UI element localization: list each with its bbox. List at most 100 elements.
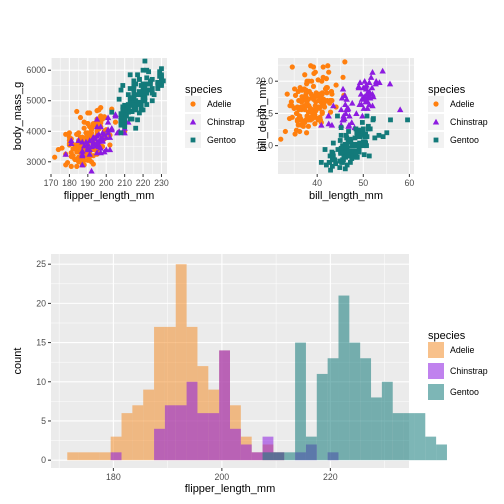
point-gentoo <box>138 102 144 108</box>
x-tick-label: 200 <box>99 178 114 188</box>
point-adelie <box>297 85 303 91</box>
point-gentoo <box>361 152 367 158</box>
point-adelie <box>68 163 74 169</box>
point-gentoo <box>144 75 150 81</box>
bar-gentoo <box>316 373 328 461</box>
point-adelie <box>310 64 317 70</box>
point-gentoo <box>144 67 150 73</box>
y-tick-label: 20.0 <box>256 76 273 86</box>
point-chinstrap <box>86 150 93 157</box>
point-gentoo <box>343 154 349 160</box>
point-chinstrap <box>367 74 375 80</box>
legend-key-gentoo <box>428 384 444 400</box>
point-gentoo <box>129 116 135 122</box>
point-chinstrap <box>368 84 376 91</box>
y-tick-label: 5 <box>41 416 46 426</box>
point-adelie <box>68 153 74 160</box>
point-chinstrap <box>340 116 347 123</box>
bar-chinstrap <box>110 452 122 461</box>
point-gentoo <box>356 143 362 149</box>
tick-labels: 40 50 60 15.0 17.5 20.0 <box>256 76 415 188</box>
point-adelie <box>294 110 300 117</box>
point-chinstrap <box>93 138 101 145</box>
point-adelie <box>295 88 301 95</box>
bar-gentoo <box>327 358 339 461</box>
point-gentoo <box>118 87 124 93</box>
point-gentoo <box>352 141 357 147</box>
point-gentoo <box>338 132 344 138</box>
bar-chinstrap <box>197 413 209 461</box>
point-adelie <box>327 109 334 115</box>
point-chinstrap <box>80 142 88 149</box>
point-chinstrap <box>345 123 352 129</box>
point-gentoo <box>159 72 164 78</box>
point-chinstrap <box>68 137 75 143</box>
y-tick-label: 3000 <box>26 157 46 167</box>
point-gentoo <box>127 109 133 114</box>
point-gentoo <box>133 106 139 112</box>
y-axis-label: bill_depth_mm <box>257 80 269 152</box>
point-chinstrap <box>346 112 353 119</box>
point-chinstrap <box>342 101 349 107</box>
point-gentoo <box>335 147 341 152</box>
bar-adelie <box>88 452 100 461</box>
bar-chinstrap <box>175 405 187 461</box>
bar-gentoo <box>349 342 361 461</box>
point-gentoo <box>138 83 144 88</box>
point-gentoo <box>125 102 131 107</box>
point-adelie <box>278 136 284 142</box>
point-gentoo <box>344 145 350 151</box>
point-gentoo <box>155 80 161 85</box>
x-tick-label: 40 <box>312 178 322 188</box>
point-gentoo <box>131 89 137 94</box>
point-gentoo <box>142 89 148 94</box>
point-chinstrap <box>79 161 86 168</box>
point-chinstrap <box>360 105 367 111</box>
point-adelie <box>298 99 305 105</box>
point-gentoo <box>133 98 139 104</box>
point-adelie <box>303 97 309 104</box>
legend-title: species <box>428 84 466 96</box>
point-gentoo <box>109 109 115 115</box>
point-adelie <box>74 163 80 169</box>
point-adelie <box>289 64 295 70</box>
point-chinstrap <box>348 119 355 126</box>
point-adelie <box>101 114 107 120</box>
bar-gentoo <box>436 444 447 461</box>
point-gentoo <box>149 98 155 104</box>
y-tick-label: 17.5 <box>256 108 273 118</box>
point-gentoo <box>367 126 373 132</box>
point-gentoo <box>405 117 410 123</box>
bar-chinstrap <box>240 444 252 461</box>
point-chinstrap <box>330 102 337 109</box>
legend: species Adelie Chinstrap Gentoo <box>428 330 488 400</box>
legend-label-gentoo: Gentoo <box>450 387 479 397</box>
legend-label-chinstrap: Chinstrap <box>450 366 488 376</box>
point-gentoo <box>140 67 146 73</box>
x-tick-label: 220 <box>136 178 151 188</box>
point-gentoo <box>324 162 329 168</box>
point-chinstrap <box>112 112 119 119</box>
point-adelie <box>63 131 69 137</box>
point-gentoo <box>356 149 362 155</box>
point-adelie <box>88 125 95 131</box>
point-adelie <box>321 97 327 104</box>
point-gentoo <box>159 76 164 82</box>
legend-label-adelie: Adelie <box>450 99 475 109</box>
point-gentoo <box>135 102 140 107</box>
point-gentoo <box>127 86 133 91</box>
point-adelie <box>328 88 335 95</box>
point-gentoo <box>352 135 358 141</box>
point-gentoo <box>353 154 359 160</box>
point-gentoo <box>155 83 161 88</box>
legend-label-adelie: Adelie <box>450 345 475 355</box>
point-gentoo <box>136 89 142 94</box>
point-gentoo <box>118 130 124 136</box>
point-gentoo <box>159 83 164 88</box>
point-adelie <box>284 91 290 97</box>
bar-adelie <box>99 452 111 461</box>
point-chinstrap <box>104 129 112 136</box>
point-adelie <box>296 115 302 122</box>
x-tick-label: 180 <box>62 178 77 188</box>
point-chinstrap <box>93 132 101 139</box>
